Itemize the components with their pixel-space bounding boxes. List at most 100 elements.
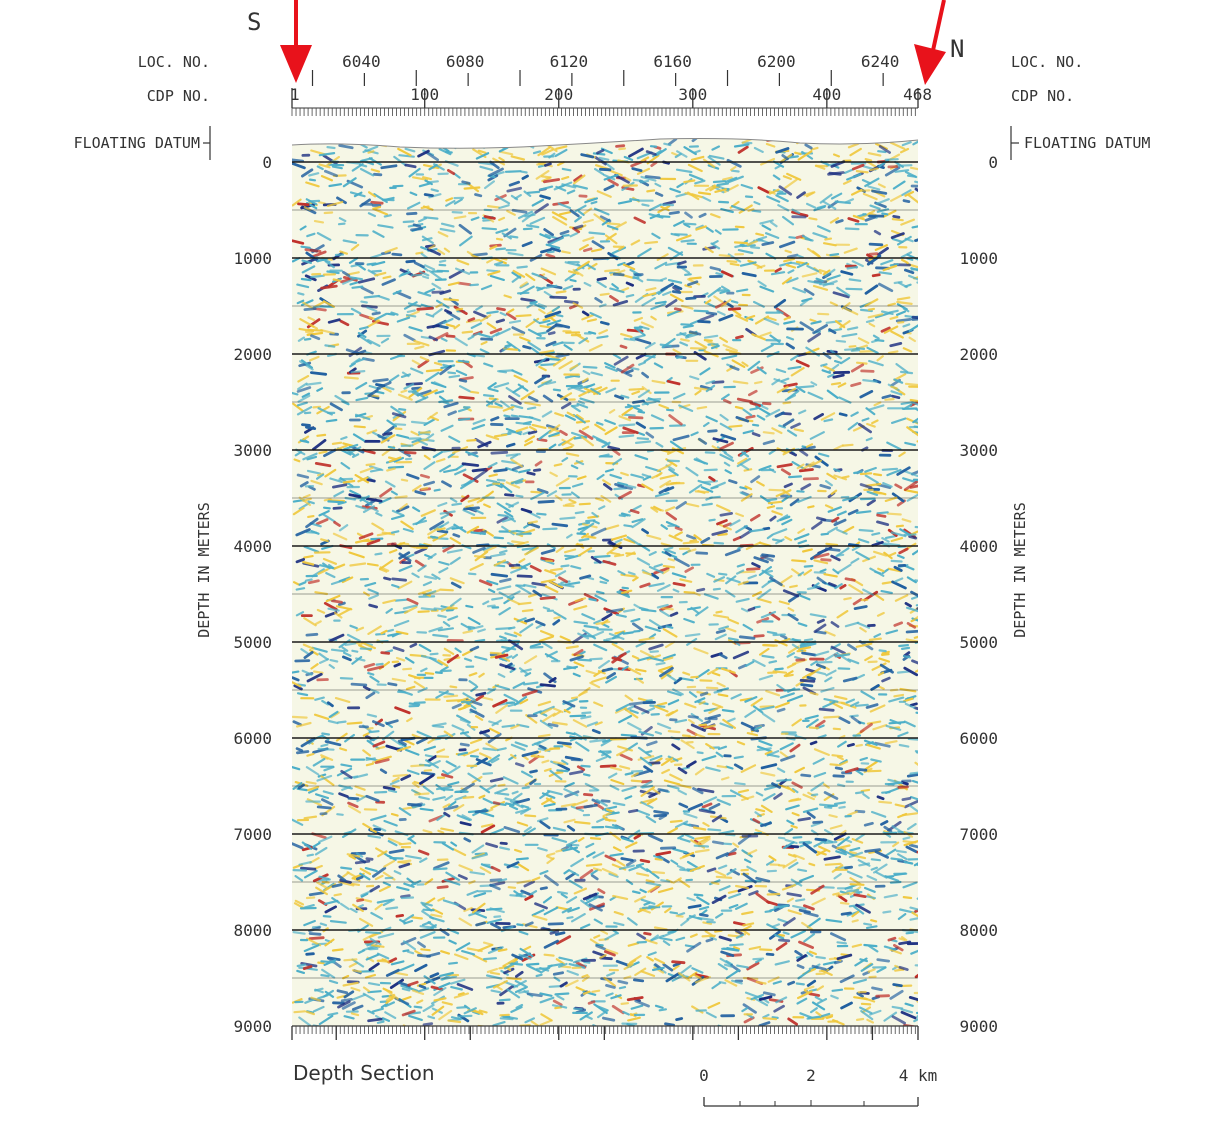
seismic-amplitude-stroke <box>510 724 520 730</box>
seismic-amplitude-stroke <box>716 681 726 688</box>
seismic-amplitude-stroke <box>702 796 718 804</box>
seismic-amplitude-stroke <box>366 562 379 567</box>
seismic-amplitude-stroke <box>649 754 663 762</box>
seismic-amplitude-stroke <box>593 701 604 708</box>
seismic-amplitude-stroke <box>664 261 681 266</box>
seismic-amplitude-stroke <box>839 974 855 984</box>
seismic-amplitude-stroke <box>343 651 352 657</box>
seismic-amplitude-stroke <box>384 480 396 488</box>
seismic-amplitude-stroke <box>594 594 608 602</box>
seismic-amplitude-stroke <box>587 1000 596 1005</box>
seismic-amplitude-stroke <box>895 317 912 323</box>
seismic-amplitude-stroke <box>472 418 486 425</box>
seismic-amplitude-stroke <box>724 979 738 987</box>
seismic-amplitude-stroke <box>542 712 556 723</box>
seismic-amplitude-stroke <box>292 239 305 245</box>
seismic-amplitude-stroke <box>672 588 680 593</box>
seismic-amplitude-stroke <box>515 532 532 536</box>
seismic-amplitude-stroke <box>708 154 725 160</box>
seismic-amplitude-stroke <box>556 890 569 895</box>
seismic-amplitude-stroke <box>320 743 329 748</box>
seismic-amplitude-stroke <box>580 764 591 768</box>
seismic-amplitude-stroke <box>785 264 797 269</box>
seismic-amplitude-stroke <box>602 479 612 486</box>
seismic-amplitude-stroke <box>784 178 798 189</box>
seismic-amplitude-stroke <box>781 883 797 891</box>
seismic-amplitude-stroke <box>615 613 627 618</box>
seismic-amplitude-stroke <box>589 836 602 841</box>
seismic-amplitude-stroke <box>836 286 851 297</box>
seismic-amplitude-stroke <box>527 395 539 403</box>
seismic-amplitude-stroke <box>400 520 414 531</box>
seismic-amplitude-stroke <box>522 945 532 952</box>
seismic-amplitude-stroke <box>432 533 447 542</box>
seismic-amplitude-stroke <box>410 273 423 277</box>
seismic-amplitude-stroke <box>703 593 719 600</box>
seismic-amplitude-stroke <box>910 267 918 274</box>
seismic-amplitude-stroke <box>436 813 446 822</box>
seismic-amplitude-stroke <box>295 750 310 755</box>
seismic-amplitude-stroke <box>643 931 652 936</box>
seismic-amplitude-stroke <box>483 394 495 398</box>
seismic-amplitude-stroke <box>429 656 443 666</box>
seismic-amplitude-stroke <box>446 654 459 664</box>
seismic-amplitude-stroke <box>774 960 790 966</box>
seismic-amplitude-stroke <box>366 478 376 483</box>
seismic-amplitude-stroke <box>896 466 911 476</box>
seismic-amplitude-stroke <box>738 204 753 214</box>
seismic-amplitude-stroke <box>786 819 795 826</box>
seismic-amplitude-stroke <box>561 167 572 172</box>
seismic-amplitude-stroke <box>831 864 844 873</box>
seismic-amplitude-stroke <box>437 896 445 902</box>
seismic-amplitude-stroke <box>554 931 566 936</box>
seismic-amplitude-stroke <box>791 787 799 794</box>
seismic-amplitude-stroke <box>359 872 371 881</box>
seismic-amplitude-stroke <box>785 673 794 678</box>
seismic-amplitude-stroke <box>666 379 681 386</box>
seismic-amplitude-stroke <box>618 490 632 500</box>
seismic-amplitude-stroke <box>810 822 821 828</box>
seismic-amplitude-stroke <box>620 333 633 338</box>
seismic-amplitude-stroke <box>635 641 647 648</box>
seismic-amplitude-stroke <box>564 554 575 558</box>
seismic-amplitude-stroke <box>664 546 674 551</box>
seismic-amplitude-stroke <box>451 211 463 214</box>
seismic-amplitude-stroke <box>475 138 488 142</box>
seismic-amplitude-stroke <box>306 469 322 475</box>
seismic-amplitude-stroke <box>694 767 705 776</box>
seismic-amplitude-stroke <box>658 403 670 410</box>
seismic-amplitude-stroke <box>730 979 743 985</box>
seismic-amplitude-stroke <box>528 426 537 431</box>
seismic-amplitude-stroke <box>527 522 541 529</box>
seismic-amplitude-stroke <box>751 333 766 341</box>
seismic-amplitude-stroke <box>582 370 591 376</box>
seismic-amplitude-stroke <box>348 551 365 559</box>
seismic-amplitude-stroke <box>777 918 788 924</box>
seismic-amplitude-stroke <box>534 203 549 214</box>
seismic-amplitude-stroke <box>827 171 845 176</box>
seismic-amplitude-stroke <box>680 338 690 342</box>
seismic-amplitude-stroke <box>623 337 636 342</box>
seismic-amplitude-stroke <box>908 843 918 849</box>
seismic-amplitude-stroke <box>799 678 816 683</box>
seismic-amplitude-stroke <box>889 263 899 267</box>
seismic-amplitude-stroke <box>572 184 589 190</box>
seismic-amplitude-stroke <box>708 518 716 522</box>
seismic-amplitude-stroke <box>728 903 739 909</box>
seismic-amplitude-stroke <box>645 938 658 945</box>
seismic-amplitude-stroke <box>480 284 493 291</box>
seismic-amplitude-stroke <box>581 613 596 621</box>
seismic-amplitude-stroke <box>322 790 334 796</box>
seismic-amplitude-stroke <box>515 762 525 768</box>
seismic-amplitude-stroke <box>756 597 772 604</box>
seismic-amplitude-stroke <box>356 898 365 903</box>
seismic-amplitude-stroke <box>367 1017 383 1023</box>
seismic-amplitude-stroke <box>799 642 817 649</box>
seismic-amplitude-stroke <box>391 509 405 517</box>
seismic-amplitude-stroke <box>737 789 750 794</box>
seismic-amplitude-stroke <box>354 859 371 865</box>
seismic-amplitude-stroke <box>724 626 737 633</box>
seismic-amplitude-stroke <box>479 165 494 171</box>
seismic-amplitude-stroke <box>791 781 803 789</box>
seismic-amplitude-stroke <box>523 583 537 589</box>
